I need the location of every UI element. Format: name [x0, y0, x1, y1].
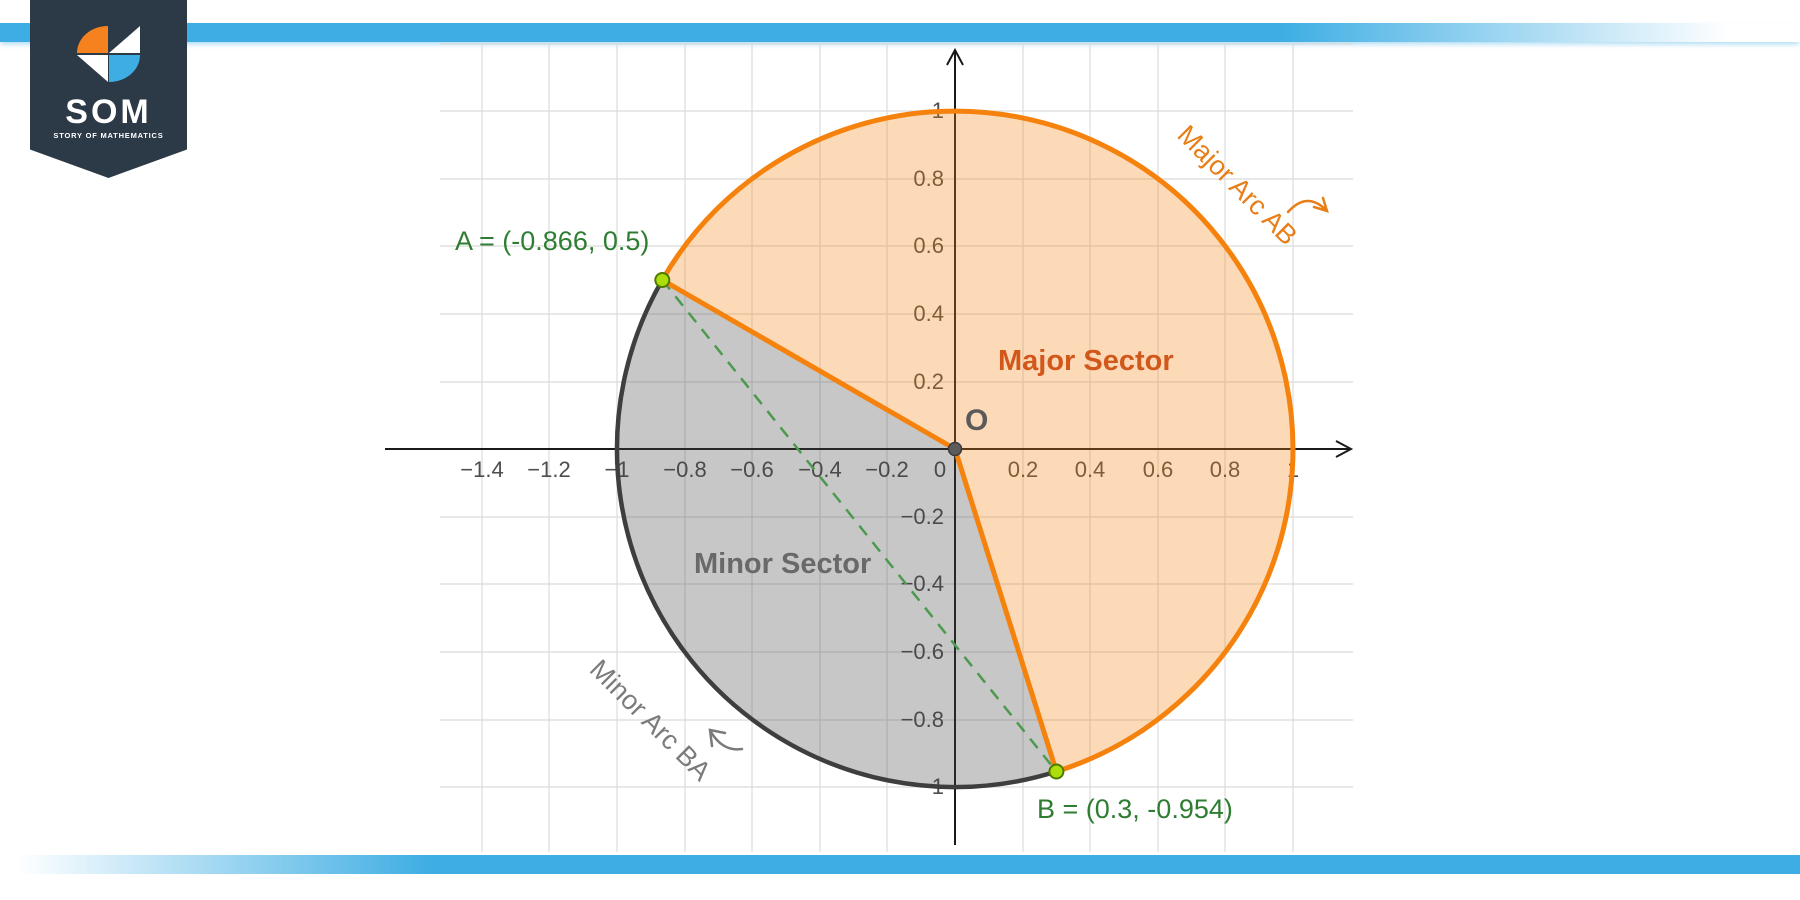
x-tick: −1.4: [460, 457, 504, 482]
x-tick-zero: 0: [934, 457, 946, 483]
y-tick: −0.6: [864, 639, 944, 665]
x-tick: 0.6: [1143, 457, 1174, 483]
x-tick: 0.4: [1075, 457, 1106, 483]
x-tick: −0.8: [663, 457, 706, 483]
y-tick: 0.2: [864, 369, 944, 395]
som-logo-icon: [77, 26, 140, 82]
point-b: [1048, 763, 1065, 780]
x-tick: −1.2: [527, 457, 571, 482]
major-arc: [660, 108, 1296, 774]
logo-quarter-orange: [77, 26, 108, 53]
origin-label: O: [965, 404, 989, 437]
som-logo-banner: SOM STORY OF MATHEMATICS: [30, 0, 187, 178]
y-tick: 0.8: [864, 166, 944, 192]
y-axis-arrow-icon: [946, 47, 964, 66]
logo-subtitle: STORY OF MATHEMATICS: [53, 131, 164, 140]
clockwise-arrow-icon: [1286, 196, 1329, 214]
y-tick: −0.4: [864, 571, 944, 597]
radius-oa: [661, 277, 957, 452]
x-tick: −0.6: [730, 457, 773, 483]
top-accent-bar: [0, 23, 1800, 42]
bottom-accent-bar: [0, 855, 1800, 874]
minor-arc: [614, 278, 1058, 790]
logo-quarter-blue: [109, 55, 140, 82]
major-sector-region: [662, 111, 1293, 772]
x-tick: 0.8: [1210, 457, 1241, 483]
y-tick: 0.4: [864, 301, 944, 327]
x-tick: 0.2: [1008, 457, 1039, 483]
logo-triangle-white-top: [109, 26, 140, 53]
counterclockwise-arrow-icon: [708, 728, 744, 751]
x-axis-arrow-icon: [1335, 440, 1354, 458]
minor-sector-region: [616, 280, 1057, 788]
logo-title: SOM: [65, 93, 152, 131]
origin-point: [947, 441, 963, 457]
y-tick: −0.8: [864, 707, 944, 733]
radius-ob: [952, 448, 1059, 773]
minor-sector-label: Minor Sector: [694, 548, 872, 580]
major-sector-label: Major Sector: [998, 345, 1174, 377]
x-tick: −0.2: [865, 457, 908, 483]
logo-triangle-white-bottom: [77, 55, 108, 82]
y-tick: 0.6: [864, 233, 944, 259]
point-b-label: B = (0.3, -0.954): [1037, 794, 1233, 824]
y-tick: −0.2: [864, 504, 944, 530]
point-a: [654, 272, 671, 288]
point-a-label: A = (-0.866, 0.5): [455, 226, 650, 256]
